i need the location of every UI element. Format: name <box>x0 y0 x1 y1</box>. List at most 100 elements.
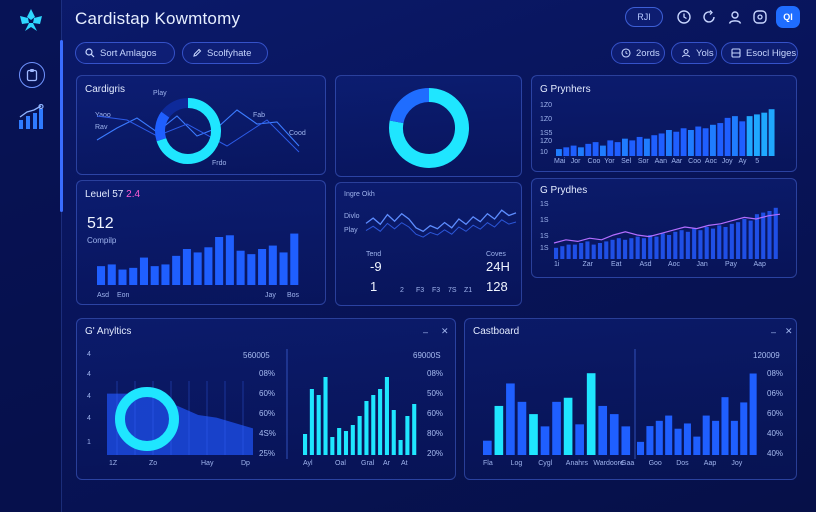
analytics-icon[interactable] <box>17 104 45 130</box>
search-pill[interactable]: Sort Amlagos <box>75 42 175 64</box>
x-tick: 2 <box>400 287 404 294</box>
bar <box>303 434 308 455</box>
bar <box>384 377 389 455</box>
clock-icon[interactable] <box>676 9 692 25</box>
center-donut-panel[interactable] <box>335 75 522 177</box>
bar <box>712 420 720 455</box>
collapse-icon[interactable]: – <box>771 327 777 337</box>
trend-line-secondary <box>365 219 517 238</box>
status-badge[interactable]: RJI <box>625 7 663 27</box>
trend-chart <box>365 209 517 238</box>
categories-donut <box>155 98 221 164</box>
bar <box>729 223 734 259</box>
y-tick: 4 <box>87 371 91 378</box>
bar <box>773 207 778 259</box>
providers-title: G Prydhes <box>540 185 588 196</box>
logo-icon[interactable] <box>16 7 46 33</box>
bar <box>693 436 701 455</box>
providers-panel[interactable]: G Prydhes 1S 1S 1S 1S 1i Zar Eat Asd Aoc Jan P… <box>531 178 797 278</box>
bar <box>721 397 729 455</box>
trend-panel[interactable]: Ingre Okh Divlo Play Tend -9 Coves 24H 1… <box>335 182 522 306</box>
dashboard-title: Castboard <box>473 326 520 337</box>
avatar[interactable]: QI <box>776 6 800 28</box>
x-tick: Goo <box>648 460 662 467</box>
dashboard-panel[interactable]: Castboard – ✕ 120009 08% 06% 60% 40% 40%… <box>464 318 797 480</box>
user-icon[interactable] <box>727 9 743 25</box>
bar <box>698 230 703 259</box>
x-tick: 1Z <box>109 460 118 467</box>
category-label: Play <box>153 90 167 97</box>
bar <box>740 402 748 455</box>
bar <box>673 231 678 259</box>
bar <box>591 244 596 259</box>
categories-chart <box>96 98 300 164</box>
x-tick: Bos <box>287 292 300 299</box>
close-icon[interactable]: ✕ <box>785 326 793 336</box>
trend-left-header: Tend <box>366 251 382 258</box>
bar <box>337 428 342 455</box>
bar <box>635 236 640 259</box>
bar <box>736 222 741 259</box>
pct-label: 40% <box>767 429 784 438</box>
bar <box>247 254 256 285</box>
x-tick: Aoc <box>704 158 717 165</box>
trend-label: Play <box>344 227 358 234</box>
bar <box>623 239 628 259</box>
category-label: Fab <box>253 112 266 119</box>
bar <box>364 401 369 455</box>
x-tick: Cygl <box>538 460 553 467</box>
close-icon[interactable]: ✕ <box>441 326 449 336</box>
bar <box>749 373 757 455</box>
analytics-panel[interactable]: G' Anyltics – ✕ 4 4 4 4 1 560005 69000S … <box>76 318 456 480</box>
bar <box>732 116 738 156</box>
x-tick: Gral <box>361 460 375 467</box>
categories-panel[interactable]: Cardigris Play Yaoo Rav Fab Cood Frdo <box>76 75 326 175</box>
trend-label: Ingre Okh <box>344 191 375 198</box>
x-tick: Coo <box>688 158 701 165</box>
pie-slice <box>156 98 221 164</box>
bar <box>290 233 299 285</box>
x-tick: Hay <box>201 460 214 467</box>
bar <box>710 124 716 156</box>
bar <box>748 220 753 259</box>
bar <box>391 410 396 455</box>
x-tick: At <box>401 460 408 467</box>
bar <box>585 143 592 156</box>
x-tick: Gaa <box>621 460 635 467</box>
bar <box>648 235 653 259</box>
bar <box>616 238 621 259</box>
bar <box>357 416 362 455</box>
view-pill[interactable]: Yols <box>671 42 717 64</box>
clipboard-icon[interactable] <box>19 62 45 88</box>
settings-icon[interactable] <box>752 9 768 25</box>
filter-pill[interactable]: Esocl Higes <box>721 42 798 64</box>
x-tick: Jan <box>696 261 708 268</box>
bar <box>97 266 106 285</box>
pct-label: 4S% <box>259 429 276 438</box>
bar <box>107 264 116 285</box>
bar <box>667 235 672 259</box>
level-chart <box>97 233 299 285</box>
x-tick: Z1 <box>464 287 473 294</box>
bar <box>279 252 288 285</box>
pct-label: 60% <box>259 409 276 418</box>
date-pill[interactable]: 2ords <box>611 42 665 64</box>
bar <box>654 236 659 259</box>
y-tick: 10 <box>540 149 548 156</box>
payments-panel[interactable]: G Prynhers 1Z0 1Z0 1S5 1Z0 10 Mai Jor Coo Y… <box>531 75 797 172</box>
bar <box>371 395 376 455</box>
pct-label: 80% <box>427 429 444 438</box>
x-tick: Wardoore <box>593 460 624 467</box>
refresh-icon[interactable] <box>701 9 717 25</box>
x-tick: Joy <box>731 460 743 467</box>
center-donut-chart <box>389 88 469 168</box>
edit-pill[interactable]: Scolfyhate <box>182 42 268 64</box>
level-panel[interactable]: Leuel 57 2.4 512 Compilp Asd Eon Jay Bos <box>76 180 326 305</box>
bar <box>754 214 759 259</box>
x-tick: 5 <box>755 158 760 165</box>
collapse-icon[interactable]: – <box>423 327 429 337</box>
x-tick: 7S <box>448 287 457 294</box>
clock-small-icon <box>621 48 631 58</box>
x-tick: Jor <box>570 158 581 165</box>
pct-label: 08% <box>427 369 444 378</box>
